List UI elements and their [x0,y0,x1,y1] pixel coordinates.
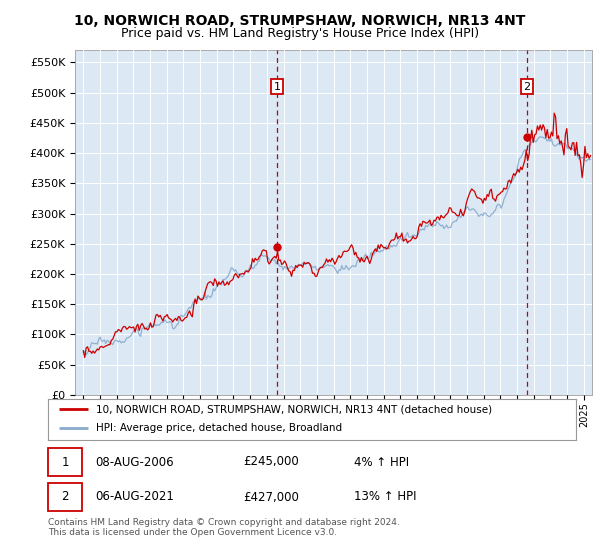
Text: 10, NORWICH ROAD, STRUMPSHAW, NORWICH, NR13 4NT: 10, NORWICH ROAD, STRUMPSHAW, NORWICH, N… [74,14,526,28]
Text: 1: 1 [61,455,69,469]
Text: HPI: Average price, detached house, Broadland: HPI: Average price, detached house, Broa… [95,423,341,433]
Text: 4% ↑ HPI: 4% ↑ HPI [354,455,409,469]
Text: 06-AUG-2021: 06-AUG-2021 [95,491,175,503]
FancyBboxPatch shape [48,448,82,476]
Text: Contains HM Land Registry data © Crown copyright and database right 2024.
This d: Contains HM Land Registry data © Crown c… [48,518,400,538]
Text: £245,000: £245,000 [244,455,299,469]
Text: 10, NORWICH ROAD, STRUMPSHAW, NORWICH, NR13 4NT (detached house): 10, NORWICH ROAD, STRUMPSHAW, NORWICH, N… [95,404,491,414]
Text: Price paid vs. HM Land Registry's House Price Index (HPI): Price paid vs. HM Land Registry's House … [121,27,479,40]
Text: 13% ↑ HPI: 13% ↑ HPI [354,491,417,503]
Text: 2: 2 [61,491,69,503]
FancyBboxPatch shape [48,483,82,511]
Text: 2: 2 [524,82,530,92]
Text: £427,000: £427,000 [244,491,299,503]
Text: 1: 1 [274,82,280,92]
Text: 08-AUG-2006: 08-AUG-2006 [95,455,174,469]
